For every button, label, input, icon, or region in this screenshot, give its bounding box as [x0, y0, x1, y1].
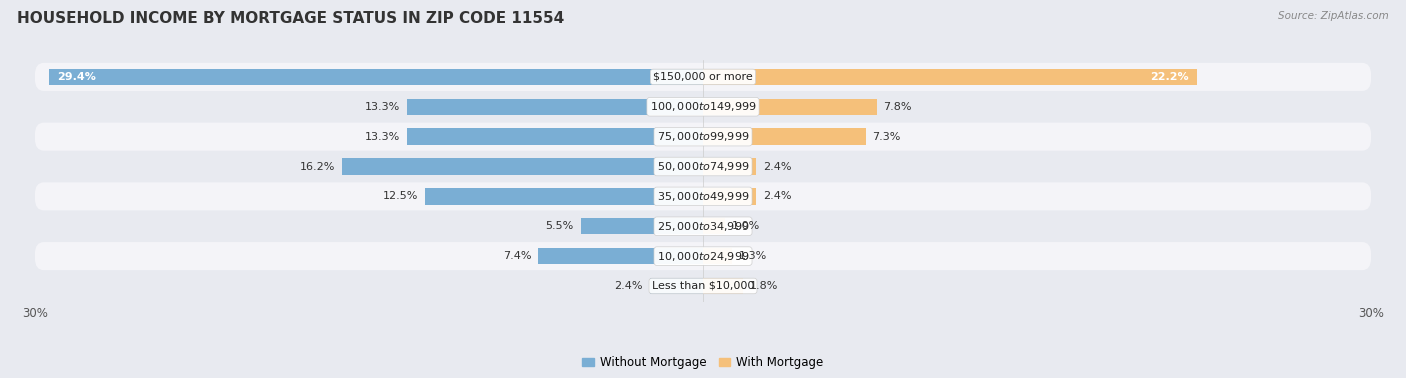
Text: $35,000 to $49,999: $35,000 to $49,999	[657, 190, 749, 203]
Text: 1.0%: 1.0%	[733, 221, 761, 231]
Bar	[406, 99, 703, 115]
FancyBboxPatch shape	[35, 152, 1371, 181]
Bar	[703, 248, 733, 264]
Bar	[703, 69, 1197, 85]
Text: $150,000 or more: $150,000 or more	[654, 72, 752, 82]
Bar	[538, 248, 703, 264]
Bar	[703, 218, 725, 234]
Text: 2.4%: 2.4%	[763, 161, 792, 172]
FancyBboxPatch shape	[35, 242, 1371, 270]
Bar	[650, 278, 703, 294]
Text: 7.8%: 7.8%	[883, 102, 912, 112]
Text: $50,000 to $74,999: $50,000 to $74,999	[657, 160, 749, 173]
Text: 29.4%: 29.4%	[58, 72, 96, 82]
FancyBboxPatch shape	[35, 93, 1371, 121]
Text: 2.4%: 2.4%	[763, 191, 792, 201]
Text: 7.4%: 7.4%	[503, 251, 531, 261]
Bar	[703, 158, 756, 175]
Text: 13.3%: 13.3%	[366, 132, 401, 142]
Text: 2.4%: 2.4%	[614, 281, 643, 291]
Text: $10,000 to $24,999: $10,000 to $24,999	[657, 249, 749, 263]
Bar	[703, 99, 877, 115]
Text: Source: ZipAtlas.com: Source: ZipAtlas.com	[1278, 11, 1389, 21]
Text: 1.3%: 1.3%	[738, 251, 766, 261]
FancyBboxPatch shape	[35, 182, 1371, 211]
Bar	[581, 218, 703, 234]
Text: 22.2%: 22.2%	[1150, 72, 1188, 82]
FancyBboxPatch shape	[35, 272, 1371, 300]
Text: 12.5%: 12.5%	[382, 191, 418, 201]
Bar	[406, 129, 703, 145]
Text: $100,000 to $149,999: $100,000 to $149,999	[650, 100, 756, 113]
Bar	[49, 69, 703, 85]
Bar	[703, 278, 742, 294]
FancyBboxPatch shape	[35, 212, 1371, 240]
Text: $25,000 to $34,999: $25,000 to $34,999	[657, 220, 749, 233]
Text: 16.2%: 16.2%	[301, 161, 336, 172]
Bar	[703, 188, 756, 204]
Bar	[342, 158, 703, 175]
Text: $75,000 to $99,999: $75,000 to $99,999	[657, 130, 749, 143]
Legend: Without Mortgage, With Mortgage: Without Mortgage, With Mortgage	[578, 352, 828, 374]
FancyBboxPatch shape	[35, 122, 1371, 151]
Text: 13.3%: 13.3%	[366, 102, 401, 112]
Text: Less than $10,000: Less than $10,000	[652, 281, 754, 291]
Text: 7.3%: 7.3%	[872, 132, 901, 142]
Text: 1.8%: 1.8%	[749, 281, 778, 291]
FancyBboxPatch shape	[35, 63, 1371, 91]
Text: HOUSEHOLD INCOME BY MORTGAGE STATUS IN ZIP CODE 11554: HOUSEHOLD INCOME BY MORTGAGE STATUS IN Z…	[17, 11, 564, 26]
Bar	[425, 188, 703, 204]
Bar	[703, 129, 866, 145]
Text: 5.5%: 5.5%	[546, 221, 574, 231]
